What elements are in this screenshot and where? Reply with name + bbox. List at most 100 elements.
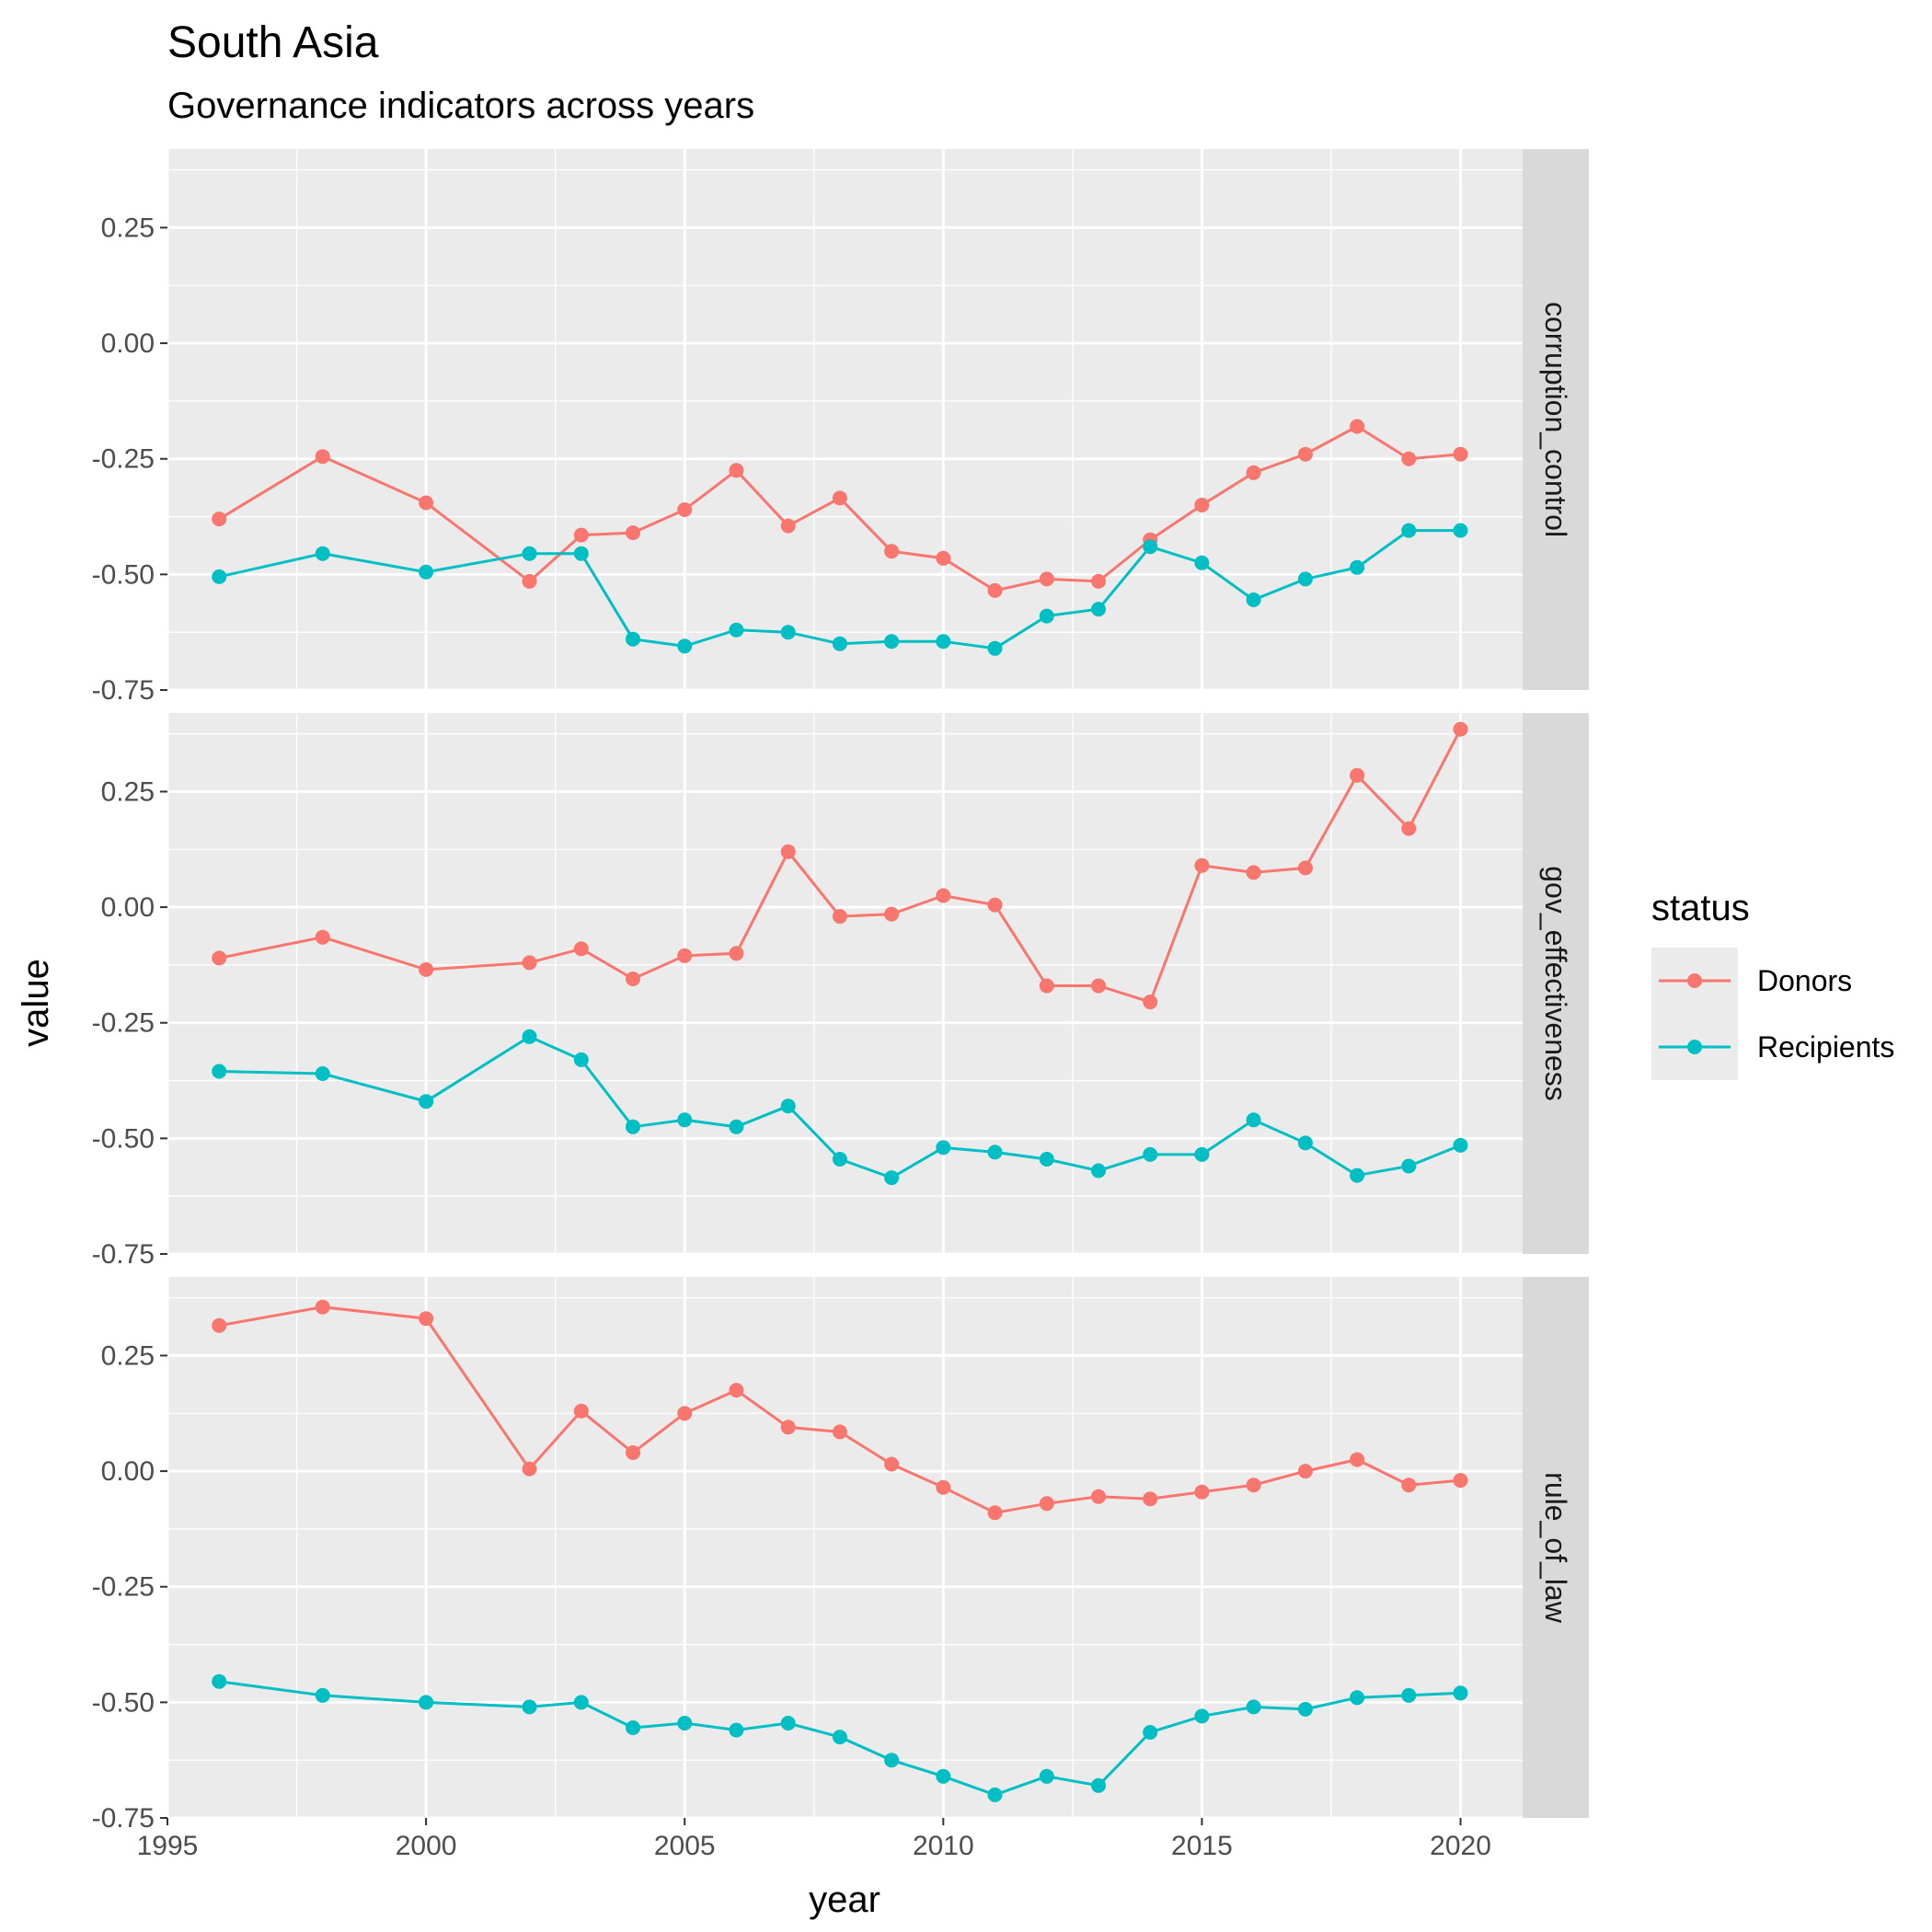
data-point-recipients — [729, 1722, 744, 1738]
y-tick-label: -0.75 — [92, 675, 155, 706]
panel-background — [167, 149, 1523, 690]
chart-title: South Asia — [167, 18, 379, 67]
data-point-recipients — [212, 569, 227, 584]
data-point-recipients — [1039, 608, 1054, 624]
data-point-recipients — [987, 1787, 1003, 1802]
data-point-donors — [1297, 446, 1313, 462]
data-point-recipients — [1091, 602, 1106, 617]
data-point-recipients — [419, 1695, 434, 1710]
data-point-donors — [212, 950, 227, 966]
data-point-recipients — [1453, 1685, 1468, 1701]
data-point-recipients — [780, 625, 796, 640]
data-point-recipients — [1143, 1725, 1158, 1740]
data-point-donors — [1039, 571, 1054, 587]
facet-strip — [1523, 149, 1589, 690]
data-point-donors — [1039, 978, 1054, 994]
x-tick-label: 1995 — [137, 1831, 199, 1861]
data-point-recipients — [315, 1687, 330, 1703]
data-point-recipients — [1297, 571, 1313, 587]
data-point-donors — [936, 550, 951, 566]
data-point-recipients — [884, 1170, 900, 1186]
data-point-recipients — [1246, 1699, 1261, 1715]
legend-label: Recipients — [1757, 1030, 1894, 1064]
data-point-donors — [729, 946, 744, 961]
data-point-recipients — [832, 1152, 847, 1167]
data-point-recipients — [987, 640, 1003, 656]
data-point-recipients — [1453, 1137, 1468, 1153]
data-point-donors — [780, 518, 796, 534]
data-point-donors — [573, 527, 589, 543]
facet-panel-rule_of_law: -0.75 -0.50 -0.25 0.00 0.25 rule_of_law — [92, 1277, 1589, 1834]
data-point-donors — [522, 955, 537, 971]
y-tick-label: 0.00 — [101, 892, 155, 923]
data-point-recipients — [522, 1699, 537, 1715]
data-point-recipients — [573, 1695, 589, 1710]
series-line-donors — [218, 728, 1462, 1004]
data-point-donors — [1091, 978, 1106, 994]
data-point-donors — [1297, 860, 1313, 876]
series-line-donors — [218, 1305, 1461, 1514]
data-point-recipients — [1297, 1701, 1313, 1717]
data-point-recipients — [315, 1066, 330, 1081]
facet-strip-label: gov_effectiveness — [1539, 866, 1572, 1101]
data-point-recipients — [573, 1052, 589, 1067]
data-point-donors — [573, 1403, 589, 1419]
data-point-recipients — [626, 1119, 640, 1134]
data-point-donors — [419, 1311, 434, 1327]
data-point-donors — [315, 1299, 330, 1315]
x-axis-title: year — [809, 1880, 880, 1920]
data-point-donors — [987, 897, 1003, 913]
data-point-recipients — [677, 638, 693, 654]
data-point-donors — [677, 502, 693, 517]
x-tick-label: 2020 — [1430, 1831, 1491, 1861]
data-point-recipients — [832, 636, 847, 651]
legend-entry-recipients: Recipients — [1659, 1030, 1894, 1064]
legend-point — [1687, 1040, 1702, 1054]
y-tick-label: 0.25 — [101, 1340, 155, 1371]
data-point-recipients — [1246, 592, 1261, 607]
y-tick-label: -0.25 — [92, 1008, 155, 1039]
data-point-donors — [1194, 1484, 1210, 1500]
facet-strip — [1523, 1277, 1589, 1818]
legend-title: status — [1651, 888, 1750, 928]
legend-label: Donors — [1757, 964, 1852, 997]
data-point-donors — [1091, 573, 1106, 589]
data-point-donors — [936, 888, 951, 903]
data-point-recipients — [1039, 1768, 1054, 1784]
data-point-recipients — [626, 631, 640, 647]
data-point-recipients — [1194, 1146, 1210, 1162]
y-tick-label: 0.25 — [101, 213, 155, 243]
data-point-donors — [1143, 1491, 1158, 1507]
data-point-donors — [677, 948, 693, 963]
data-point-donors — [522, 573, 537, 589]
data-point-donors — [936, 1479, 951, 1495]
x-tick-label: 2015 — [1171, 1831, 1233, 1861]
x-tick-label: 2000 — [396, 1831, 457, 1861]
data-point-recipients — [1246, 1112, 1261, 1128]
data-point-donors — [212, 512, 227, 527]
data-point-donors — [729, 1383, 744, 1398]
data-point-donors — [315, 449, 330, 465]
data-point-donors — [832, 490, 847, 506]
y-tick-label: 0.25 — [101, 776, 155, 807]
data-point-donors — [1297, 1464, 1313, 1479]
legend: status Donors Recipients — [1651, 888, 1894, 1080]
data-point-donors — [780, 844, 796, 859]
data-point-recipients — [626, 1720, 640, 1735]
data-point-donors — [1246, 865, 1261, 880]
data-point-recipients — [315, 546, 330, 561]
data-point-recipients — [987, 1144, 1003, 1160]
x-tick-label: 2010 — [913, 1831, 974, 1861]
data-point-donors — [1401, 451, 1417, 466]
data-point-recipients — [1350, 1167, 1365, 1183]
chart-subtitle: Governance indicators across years — [167, 86, 754, 126]
data-point-recipients — [212, 1673, 227, 1689]
data-point-donors — [987, 1505, 1003, 1521]
data-point-recipients — [419, 1094, 434, 1110]
data-point-recipients — [1143, 1146, 1158, 1162]
data-point-recipients — [884, 634, 900, 650]
data-point-recipients — [419, 564, 434, 580]
y-tick-label: 0.00 — [101, 328, 155, 359]
data-point-donors — [212, 1317, 227, 1333]
data-point-recipients — [1401, 523, 1417, 538]
